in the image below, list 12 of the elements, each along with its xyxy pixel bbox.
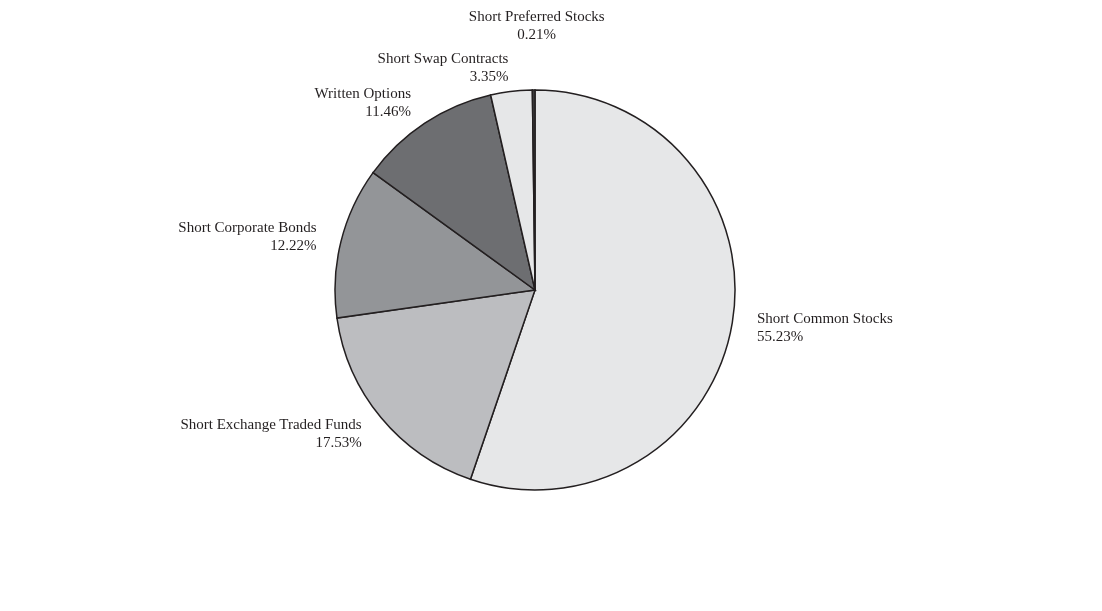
slice-label: Written Options xyxy=(314,85,412,102)
data-label: 0.21% xyxy=(517,26,557,43)
data-label: 12.22% xyxy=(270,236,317,253)
slice-label: Short Preferred Stocks xyxy=(468,8,605,25)
slice-label: Short Swap Contracts xyxy=(377,49,509,66)
data-label: 3.35% xyxy=(469,67,509,84)
data-label: 55.23% xyxy=(756,327,804,344)
slice-label: Short Exchange Traded Funds xyxy=(180,416,362,433)
slice-label: Short Corporate Bonds xyxy=(178,218,317,235)
data-label: 11.46% xyxy=(365,103,411,120)
data-label: 17.53% xyxy=(315,434,362,451)
slice-label: Short Common Stocks xyxy=(756,309,893,326)
